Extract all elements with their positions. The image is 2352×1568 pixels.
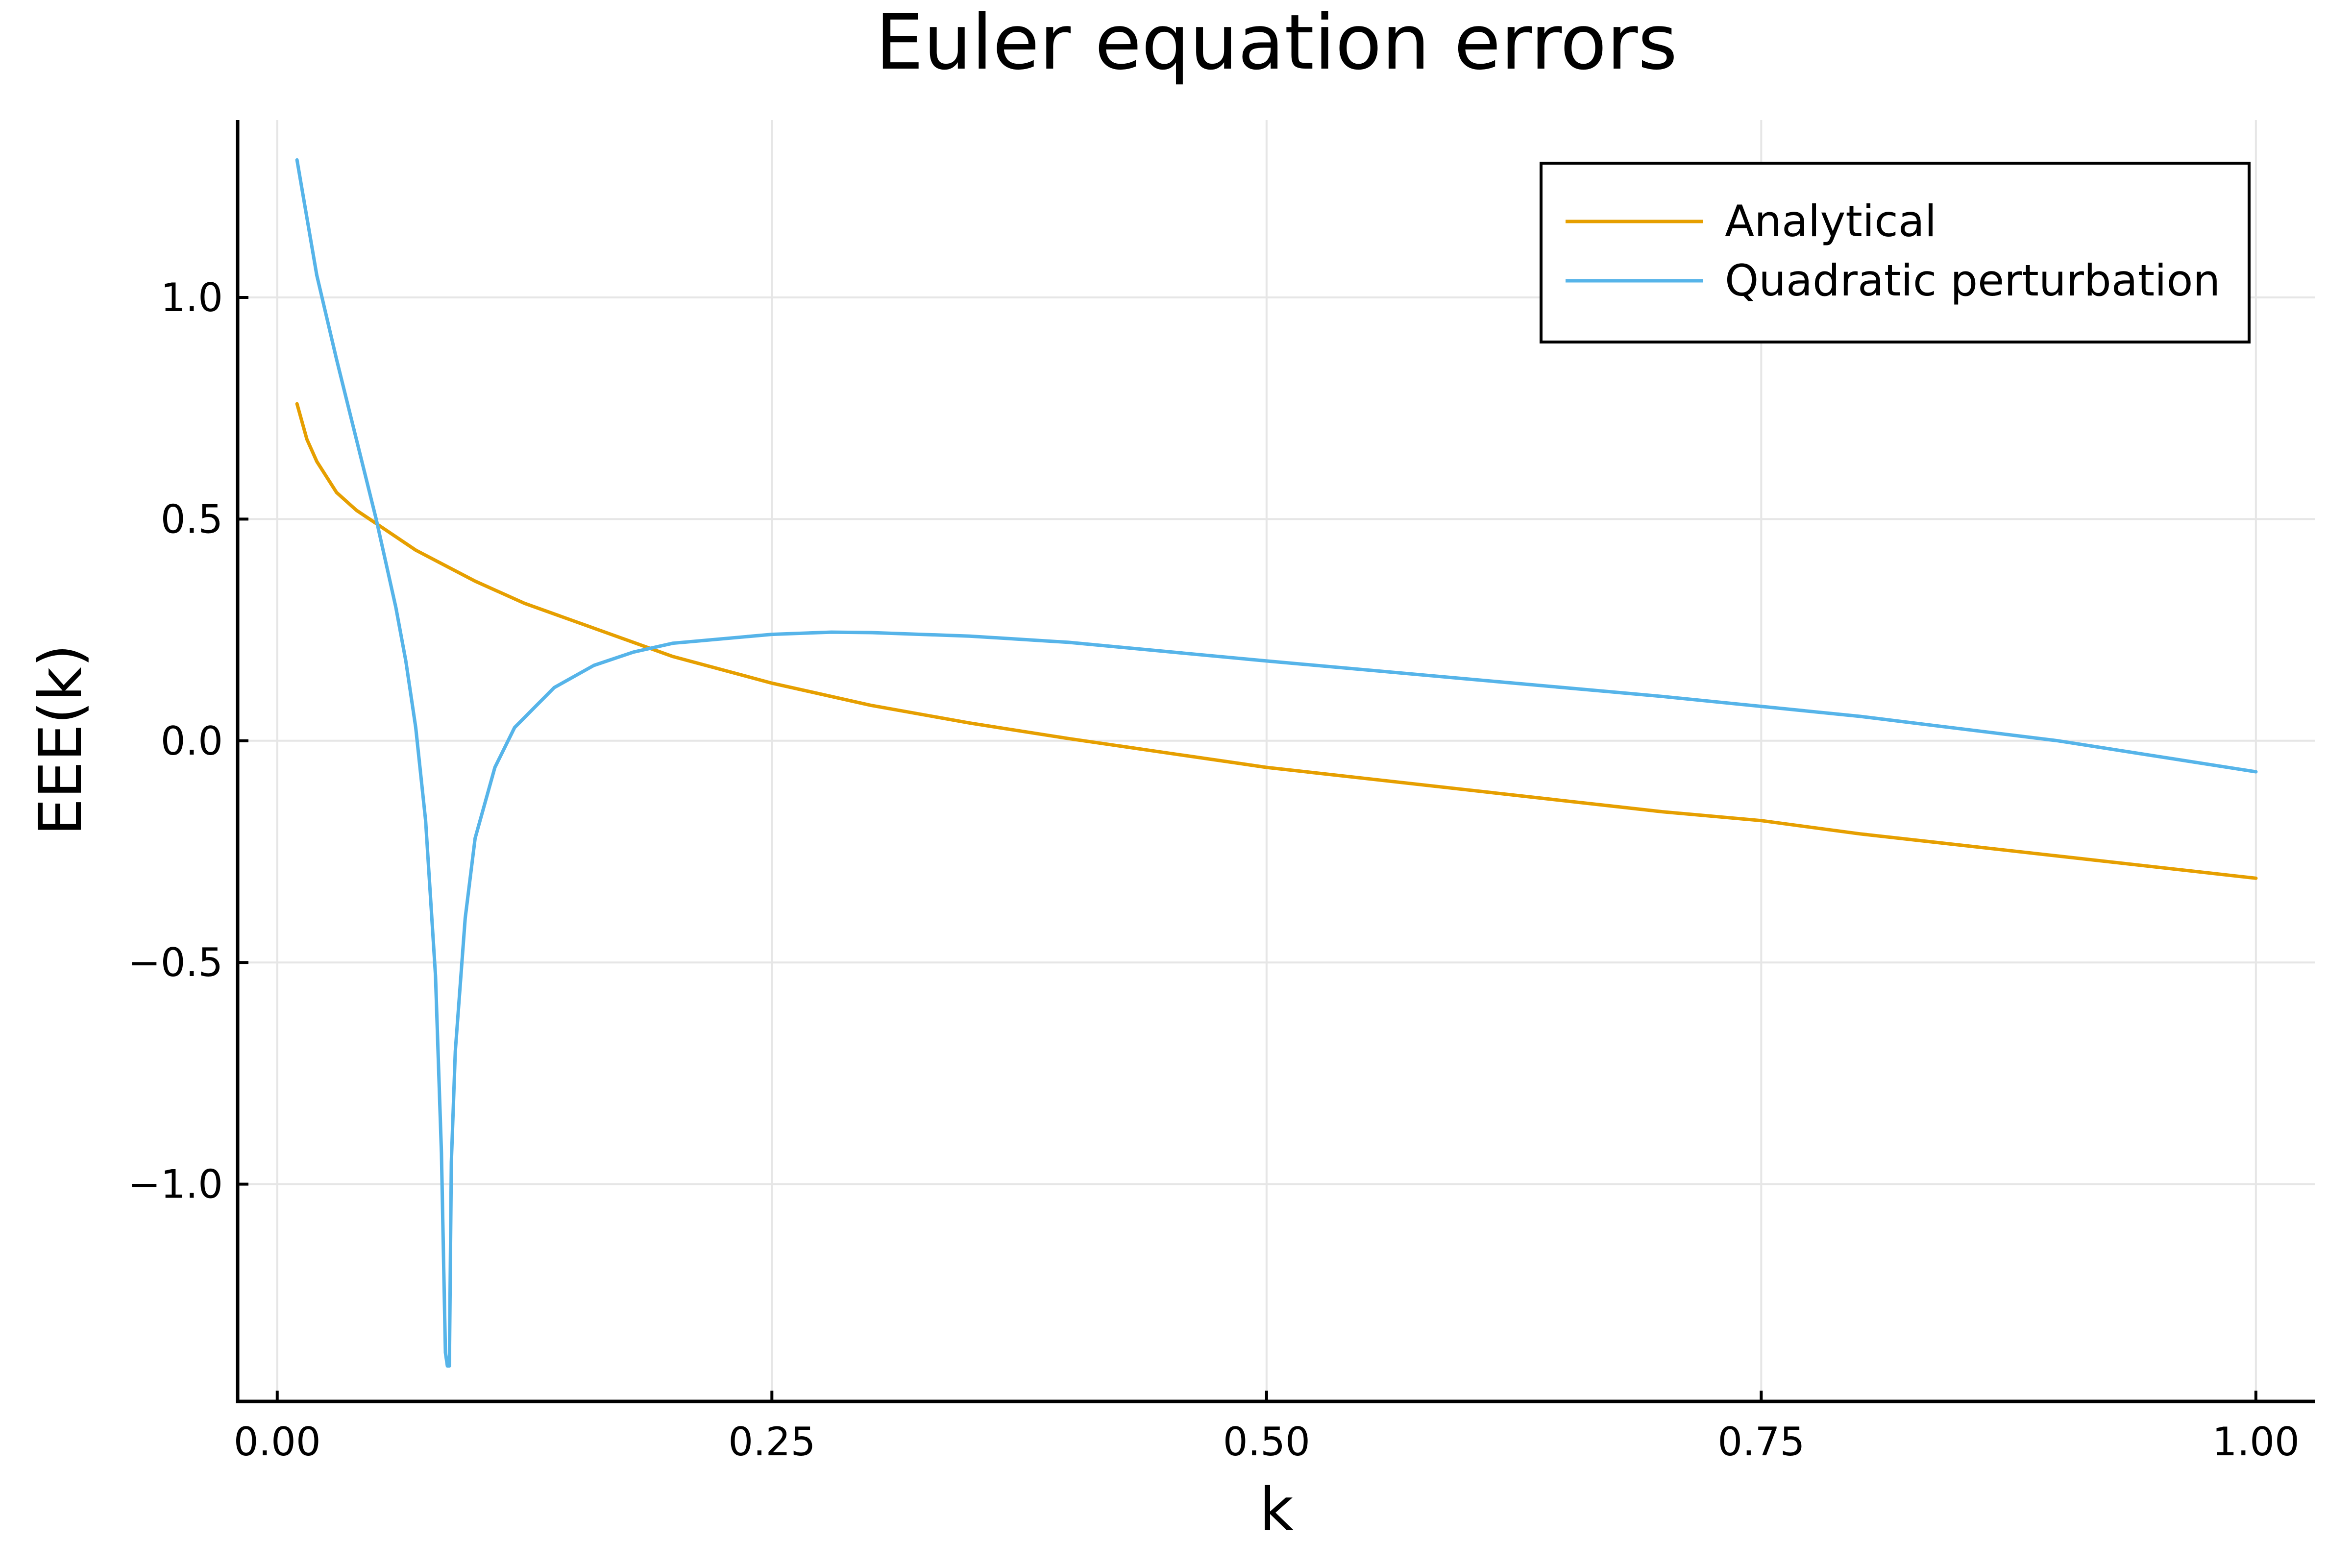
y-tick-label: −1.0 <box>128 1162 223 1207</box>
y-tick-label: 0.0 <box>161 718 223 764</box>
y-tick-label: 0.5 <box>161 496 223 542</box>
legend-label-analytical: Analytical <box>1725 196 1936 246</box>
ticks: 0.00 0.25 0.50 0.75 1.00 −1.0 −0.5 0.0 0.5 1.0 <box>128 275 2300 1465</box>
axis-frame <box>236 120 2315 1403</box>
legend-label-quadratic: Quadratic perturbation <box>1725 255 2220 306</box>
series-line-quadratic-perturbation <box>295 158 2258 1368</box>
x-tick-label: 1.00 <box>2212 1419 2300 1465</box>
series-lines <box>295 158 2258 1368</box>
x-axis-label: k <box>1259 1476 1294 1544</box>
legend-box <box>1540 162 2251 343</box>
axes <box>236 120 2315 1403</box>
series-line-analytical <box>295 402 2258 880</box>
y-axis-label: EEE(k) <box>27 644 95 836</box>
chart-title: Euler equation errors <box>876 0 1678 87</box>
x-tick-label: 0.25 <box>728 1419 815 1465</box>
legend: Analytical Quadratic perturbation <box>1540 162 2251 343</box>
y-tick-label: −0.5 <box>128 940 223 985</box>
x-tick-label: 0.00 <box>234 1419 321 1465</box>
x-tick-label: 0.75 <box>1717 1419 1805 1465</box>
x-tick-label: 0.50 <box>1223 1419 1310 1465</box>
y-tick-label: 1.0 <box>161 275 223 320</box>
